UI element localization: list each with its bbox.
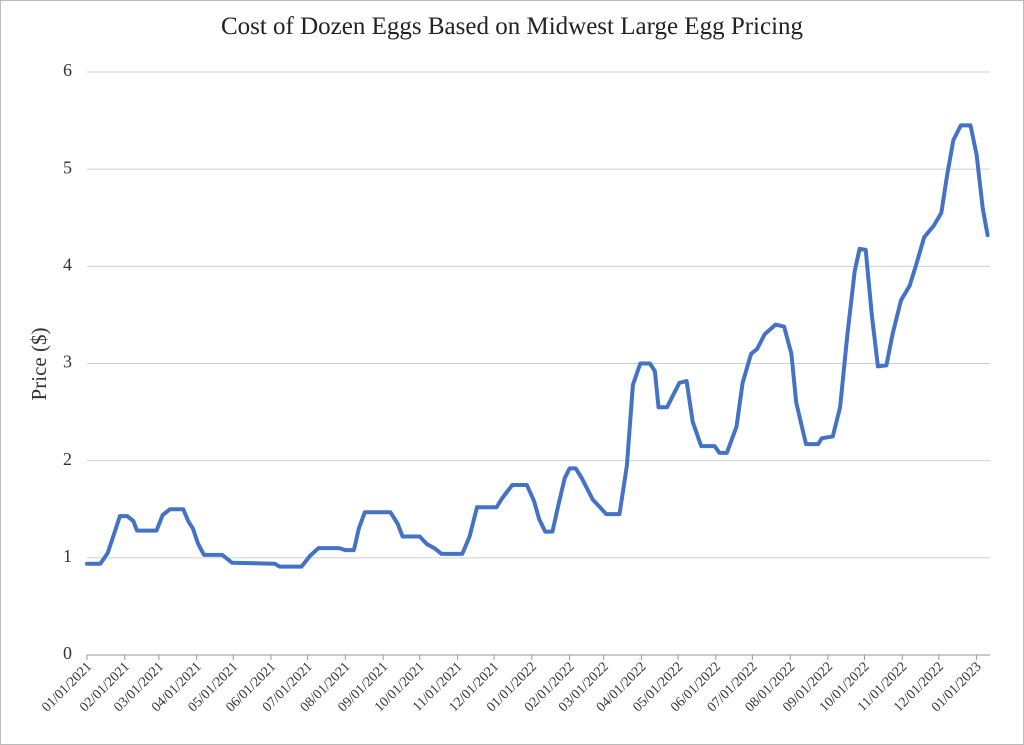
y-tick-label: 3	[63, 352, 72, 372]
y-tick-label: 6	[63, 60, 72, 80]
y-tick-label: 5	[63, 157, 72, 177]
y-axis-label: Price ($)	[27, 328, 51, 401]
y-tick-label: 1	[63, 546, 72, 566]
y-tick-label: 0	[63, 643, 72, 663]
chart-title: Cost of Dozen Eggs Based on Midwest Larg…	[221, 13, 804, 40]
price-line	[85, 123, 990, 569]
y-tick-label: 4	[63, 254, 72, 274]
y-tick-label: 2	[63, 449, 72, 469]
